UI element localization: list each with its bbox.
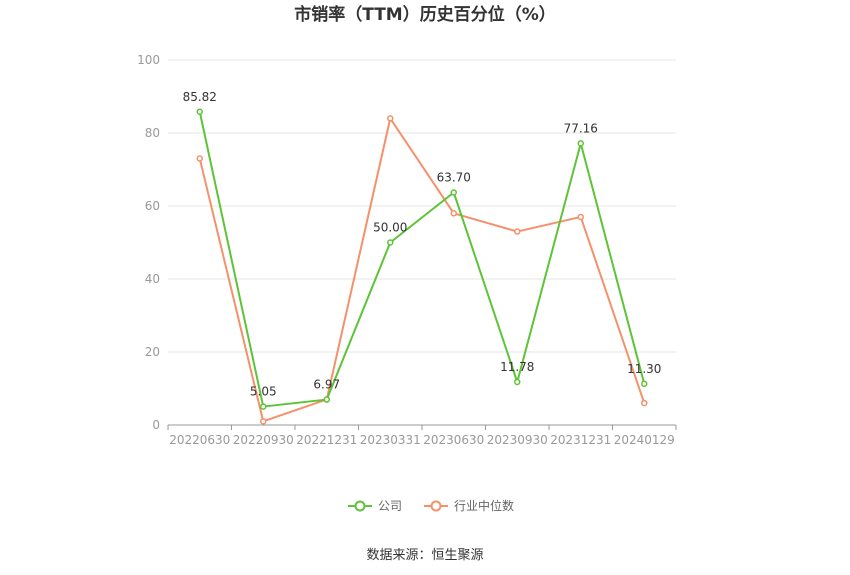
legend-item-1[interactable]: 行业中位数 bbox=[424, 498, 514, 513]
data-label: 50.00 bbox=[373, 221, 407, 235]
data-point[interactable] bbox=[323, 396, 330, 403]
data-label: 5.05 bbox=[250, 385, 277, 399]
data-label: 11.30 bbox=[627, 362, 661, 376]
x-tick-label: 20240129 bbox=[614, 433, 675, 447]
source-note: 数据来源：恒生聚源 bbox=[366, 548, 483, 563]
series-1 bbox=[196, 115, 648, 425]
legend-swatch-marker bbox=[354, 500, 366, 512]
data-point[interactable] bbox=[514, 228, 521, 235]
grid-lines bbox=[168, 59, 676, 353]
data-point[interactable] bbox=[450, 189, 457, 196]
series-line bbox=[198, 117, 646, 423]
data-point[interactable] bbox=[641, 380, 648, 388]
x-tick-label: 20230331 bbox=[360, 433, 421, 447]
y-axis-ticks: 0 20 40 60 80 100 bbox=[137, 53, 160, 432]
x-tick-label: 20231231 bbox=[550, 433, 611, 447]
legend-label: 行业中位数 bbox=[454, 498, 514, 513]
data-point[interactable] bbox=[577, 140, 584, 147]
data-point[interactable] bbox=[577, 213, 584, 221]
series-0: 85.82 5.05 6.97 50.00 63.70 11.78 77.16 11.30 bbox=[183, 90, 661, 410]
data-point[interactable] bbox=[260, 418, 267, 425]
data-point[interactable] bbox=[387, 115, 394, 122]
y-tick-label: 40 bbox=[145, 272, 160, 286]
data-point[interactable] bbox=[196, 155, 203, 162]
y-tick-label: 0 bbox=[152, 418, 160, 432]
x-tick-label: 20230930 bbox=[487, 433, 548, 447]
series-line bbox=[198, 111, 646, 408]
data-point[interactable] bbox=[387, 239, 394, 246]
data-point[interactable] bbox=[514, 378, 521, 386]
data-point[interactable] bbox=[260, 403, 267, 410]
x-tick-label: 20220930 bbox=[233, 433, 294, 447]
chart-title: 市销率（TTM）历史百分位（%） bbox=[294, 4, 556, 25]
legend-label: 公司 bbox=[378, 499, 402, 513]
legend: 公司 行业中位数 bbox=[348, 498, 514, 513]
data-point[interactable] bbox=[450, 210, 457, 217]
data-point[interactable] bbox=[196, 108, 203, 116]
data-label: 11.78 bbox=[500, 360, 534, 374]
y-tick-label: 80 bbox=[145, 126, 160, 140]
x-tick-label: 20220630 bbox=[169, 433, 230, 447]
y-tick-label: 20 bbox=[145, 345, 160, 359]
x-tick-label: 20230630 bbox=[423, 433, 484, 447]
y-tick-label: 100 bbox=[137, 53, 160, 67]
x-tick-label: 20221231 bbox=[296, 433, 357, 447]
data-label: 77.16 bbox=[564, 121, 598, 135]
data-label: 6.97 bbox=[313, 378, 340, 392]
x-axis-ticks: 20220630 20220930 20221231 20230331 20230630… bbox=[167, 425, 677, 447]
legend-swatch-marker bbox=[430, 500, 442, 512]
y-tick-label: 60 bbox=[145, 199, 160, 213]
series-layer: 85.82 5.05 6.97 50.00 63.70 11.78 77.16 11.30 bbox=[183, 90, 661, 425]
data-label: 85.82 bbox=[183, 90, 217, 104]
legend-item-0[interactable]: 公司 bbox=[348, 499, 402, 513]
data-label: 63.70 bbox=[437, 170, 471, 184]
data-point[interactable] bbox=[641, 399, 648, 407]
